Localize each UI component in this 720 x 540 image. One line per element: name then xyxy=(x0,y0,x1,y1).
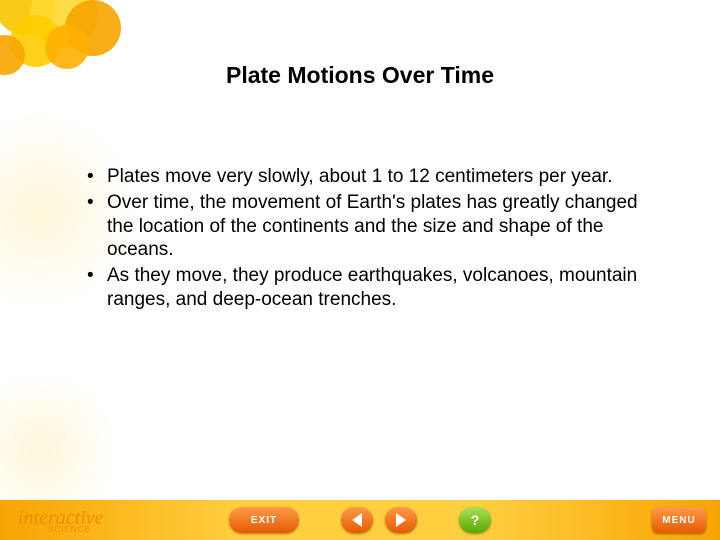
content-area: Plates move very slowly, about 1 to 12 c… xyxy=(85,165,650,314)
bullet-item: Over time, the movement of Earth's plate… xyxy=(85,191,650,262)
next-button[interactable] xyxy=(385,507,417,533)
arrow-left-icon xyxy=(352,513,362,527)
prev-button[interactable] xyxy=(341,507,373,533)
help-button[interactable]: ? xyxy=(459,507,491,533)
menu-button[interactable]: MENU xyxy=(652,507,706,533)
bullet-item: As they move, they produce earthquakes, … xyxy=(85,264,650,312)
slide-title: Plate Motions Over Time xyxy=(0,62,720,89)
bullet-item: Plates move very slowly, about 1 to 12 c… xyxy=(85,165,650,189)
corner-decoration xyxy=(0,0,150,70)
arrow-right-icon xyxy=(396,513,406,527)
exit-button[interactable]: EXIT xyxy=(229,507,299,533)
bullet-list: Plates move very slowly, about 1 to 12 c… xyxy=(85,165,650,312)
nav-bar: EXIT ? xyxy=(0,500,720,540)
brand-logo: interactive SCIENCE xyxy=(18,510,104,534)
